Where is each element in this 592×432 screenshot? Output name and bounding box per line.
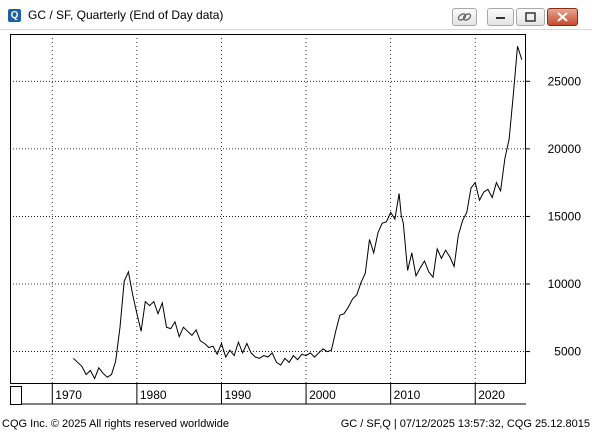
minimize-button[interactable] [487, 8, 514, 26]
series-line [73, 46, 523, 380]
y-tick-label: 10000 [548, 277, 582, 291]
x-tick-label: 2020 [478, 388, 505, 402]
x-tick-label: 2000 [309, 388, 336, 402]
grid-lines [10, 34, 530, 405]
y-tick-label: 20000 [548, 142, 582, 156]
link-icon [457, 13, 472, 21]
maximize-button[interactable] [516, 8, 545, 26]
copyright-text: CQG Inc. © 2025 All rights reserved worl… [2, 418, 229, 430]
x-tick-label: 1980 [140, 388, 167, 402]
link-button[interactable] [452, 8, 477, 26]
window-title: GC / SF, Quarterly (End of Day data) [28, 8, 224, 22]
maximize-icon [525, 12, 536, 22]
x-tick-label: 1990 [224, 388, 251, 402]
minimize-icon [496, 17, 505, 19]
y-tick-label: 25000 [548, 74, 582, 88]
plot-area[interactable] [10, 34, 526, 384]
close-button[interactable] [547, 8, 578, 26]
y-tick-label: 15000 [548, 209, 582, 223]
status-bar: CQG Inc. © 2025 All rights reserved worl… [0, 414, 592, 432]
cqg-app-icon: Q [8, 9, 21, 22]
x-tick-label: 2010 [394, 388, 421, 402]
y-axis-labels: 5000 10000 15000 20000 25000 [548, 74, 582, 358]
x-axis-labels: 1970 1980 1990 2000 2010 2020 [55, 388, 505, 402]
y-tick-label: 5000 [554, 345, 581, 359]
close-icon [557, 12, 568, 22]
chart-info-text: GC / SF,Q | 07/12/2025 13:57:32, CQG 25.… [340, 418, 590, 430]
price-chart: 5000 10000 15000 20000 25000 1970 1980 1990 200… [10, 34, 582, 405]
time-scroll-handle[interactable] [10, 386, 22, 405]
x-tick-label: 1970 [55, 388, 82, 402]
title-bar: Q GC / SF, Quarterly (End of Day data) [0, 0, 592, 30]
